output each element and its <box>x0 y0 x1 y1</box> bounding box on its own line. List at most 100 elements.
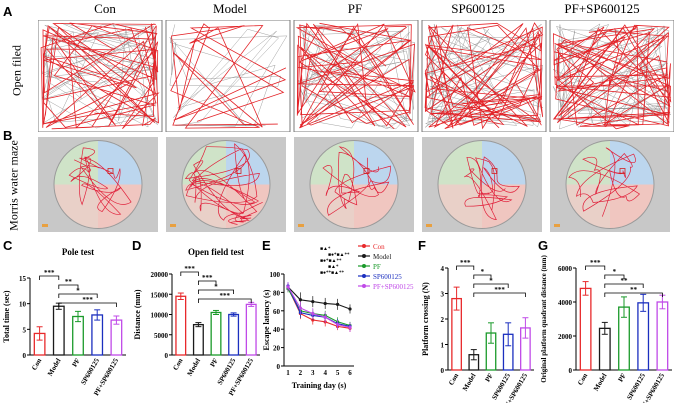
swim-path <box>322 146 391 216</box>
significance-bracket <box>180 271 199 276</box>
y-tick-label: 10000 <box>151 312 169 320</box>
y-tick-label: 10 <box>19 301 27 309</box>
open-field-panel <box>38 20 163 132</box>
y-axis-label: Platform crossing (N) <box>421 282 430 356</box>
significance-bracket <box>198 289 234 294</box>
maze-quadrant <box>182 184 226 229</box>
platform-marker <box>363 168 370 174</box>
swim-path <box>463 156 520 220</box>
swim-path <box>568 147 641 217</box>
chart-quadrant-distance: 0 2000 4000 6000 Original platform quadrant … <box>540 255 672 403</box>
significance-bracket <box>604 292 663 297</box>
bar <box>210 311 222 356</box>
pool-edge <box>309 140 399 229</box>
row-label-open-field: Open filed <box>9 45 24 96</box>
maze-quadrant <box>54 184 98 229</box>
significance-label: *** <box>44 269 55 277</box>
panel-label-g: G <box>538 238 549 253</box>
bar <box>245 303 257 356</box>
x-tick-label: Model <box>186 357 202 378</box>
y-tick-label: 3 <box>441 291 445 299</box>
x-tick-label: PF <box>71 357 82 368</box>
significance-label: * <box>613 268 617 276</box>
significance-bracket <box>585 265 606 270</box>
open-field-panel <box>421 20 547 132</box>
significance-label: *** <box>590 259 601 267</box>
series-line <box>287 285 351 327</box>
maze-panel <box>422 137 542 232</box>
y-tick-label: 6000 <box>558 265 573 273</box>
chart-title: Pole test <box>62 247 94 257</box>
x-axis-label: Training day (s) <box>292 381 347 390</box>
y-tick-label: 2000 <box>558 333 573 341</box>
bar <box>110 319 123 356</box>
col-title-sp600125: SP600125 <box>451 1 505 16</box>
pool-edge <box>181 140 271 229</box>
x-tick-label: PF <box>484 372 495 383</box>
y-tick-label: 0 <box>23 352 27 360</box>
y-tick-label: 5000 <box>154 332 169 340</box>
chart-pole-test: 0 5 10 15 Total time (sec) Pole test Con Model P… <box>2 247 126 397</box>
y-tick-label: 2 <box>441 316 445 324</box>
significance-bracket <box>198 280 217 285</box>
x-tick-label: Model <box>592 372 608 393</box>
y-tick-label: 60 <box>273 308 281 316</box>
platform-marker <box>491 168 498 174</box>
y-tick-label: 20000 <box>151 271 169 279</box>
chart-open-field-test: 0 5000 10000 15000 20000 Distance (mm) Open fi… <box>133 247 260 397</box>
swim-path <box>184 143 263 225</box>
open-field-panel <box>165 20 291 132</box>
y-tick-label: 100 <box>270 271 281 279</box>
y-tick-label: 0 <box>277 363 281 371</box>
bar <box>228 313 240 356</box>
platform-marker <box>235 168 242 174</box>
pool-edge <box>53 140 143 229</box>
x-tick-label: Model <box>461 372 477 393</box>
x-tick-label: PF <box>617 372 628 383</box>
maze-panel <box>166 137 286 232</box>
significance-label: * <box>481 268 485 276</box>
legend-marker <box>362 244 366 248</box>
y-axis-label: Original platform quadrant distance (mm) <box>540 255 548 383</box>
y-axis-label: Total time (sec) <box>2 290 11 342</box>
bar <box>637 302 650 371</box>
col-title-pf-sp600125: PF+SP600125 <box>564 1 640 16</box>
y-tick-label: 80 <box>273 289 281 297</box>
y-tick-label: 1 <box>441 342 445 350</box>
track-red <box>295 22 416 130</box>
swim-path <box>68 147 132 215</box>
significance-label: *** <box>82 296 93 304</box>
y-tick-label: 15 <box>19 275 27 283</box>
significance-bracket <box>473 292 526 297</box>
significance-bracket <box>58 284 79 289</box>
panel-label-d: D <box>132 238 142 253</box>
open-field-panel <box>549 20 674 132</box>
significance-label: ** <box>621 277 629 285</box>
significance-annotation: ■●**■▲** <box>320 271 345 276</box>
panel-label-b: B <box>3 128 13 143</box>
x-tick-label: 2 <box>299 369 303 377</box>
scale-bar <box>170 224 176 227</box>
bar <box>52 305 65 356</box>
significance-label: * <box>214 283 218 291</box>
y-tick-label: 20 <box>273 345 281 353</box>
maze-panel <box>294 137 414 232</box>
track-red <box>40 22 160 130</box>
y-tick-label: 15000 <box>151 291 169 299</box>
x-tick-label: Con <box>447 372 460 387</box>
track-red <box>552 24 672 130</box>
maze-quadrant <box>438 184 482 229</box>
bar <box>192 323 204 356</box>
series-line <box>287 286 351 328</box>
significance-bracket <box>58 293 98 298</box>
morris-water-maze-images <box>38 137 670 232</box>
x-tick-label: 6 <box>348 369 352 377</box>
maze-quadrant <box>54 140 98 185</box>
open-field-tracks <box>38 20 674 132</box>
y-tick-label: 40 <box>273 326 281 334</box>
maze-quadrant <box>566 184 610 229</box>
significance-label: *** <box>494 286 505 294</box>
significance-bracket <box>473 274 492 279</box>
maze-quadrant <box>310 184 354 229</box>
